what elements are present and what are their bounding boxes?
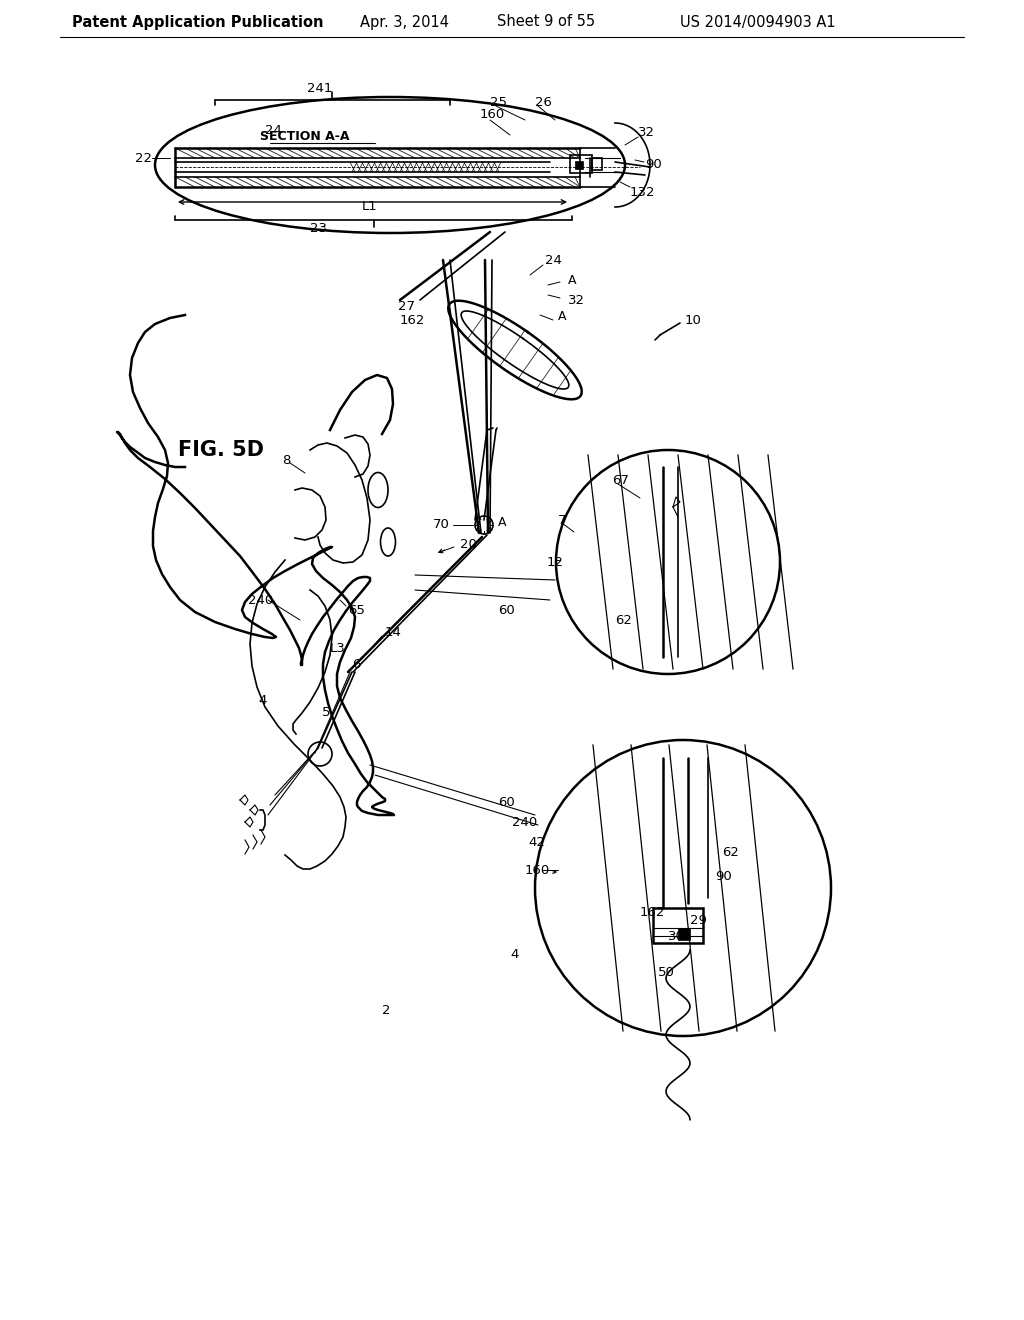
Bar (592, 158, 602, 170)
Text: 24: 24 (545, 253, 562, 267)
Text: 14: 14 (385, 626, 401, 639)
Text: 20: 20 (460, 539, 477, 552)
Text: 240: 240 (248, 594, 273, 606)
Text: SECTION A-A: SECTION A-A (260, 131, 350, 144)
Text: 50: 50 (658, 965, 675, 978)
Text: 26: 26 (535, 95, 552, 108)
Text: 62: 62 (722, 846, 739, 858)
Text: 22: 22 (135, 152, 152, 165)
Text: Patent Application Publication: Patent Application Publication (72, 15, 324, 29)
Text: 10: 10 (685, 314, 701, 326)
Text: 24: 24 (265, 124, 282, 136)
Text: 160: 160 (525, 863, 550, 876)
Text: 25: 25 (490, 95, 507, 108)
Text: 23: 23 (310, 222, 327, 235)
Text: 4: 4 (510, 949, 518, 961)
Text: L3: L3 (330, 642, 346, 655)
Text: 2: 2 (382, 1003, 390, 1016)
Text: Apr. 3, 2014: Apr. 3, 2014 (360, 15, 449, 29)
Text: 162: 162 (640, 906, 666, 919)
Text: 6: 6 (352, 659, 360, 672)
Text: 90: 90 (645, 158, 662, 172)
Text: 27: 27 (398, 301, 415, 314)
Text: 240: 240 (512, 816, 538, 829)
Bar (570, 154, 592, 173)
Bar (678, 928, 690, 940)
Text: 132: 132 (630, 186, 655, 198)
Text: 32: 32 (568, 293, 585, 306)
Text: A: A (558, 310, 566, 323)
Text: 162: 162 (400, 314, 425, 327)
Text: FIG. 5D: FIG. 5D (178, 440, 264, 459)
Text: 60: 60 (498, 603, 515, 616)
Text: 65: 65 (348, 603, 365, 616)
Text: 42: 42 (528, 836, 545, 849)
Text: 241: 241 (307, 82, 333, 95)
Text: 160: 160 (480, 108, 505, 121)
Text: 5: 5 (322, 706, 331, 719)
Text: US 2014/0094903 A1: US 2014/0094903 A1 (680, 15, 836, 29)
Text: 70: 70 (433, 519, 450, 532)
Bar (575, 161, 583, 169)
Text: 8: 8 (282, 454, 291, 466)
Text: 32: 32 (638, 125, 655, 139)
Text: 29: 29 (690, 913, 707, 927)
Bar (653, 908, 703, 942)
Text: 60: 60 (498, 796, 515, 808)
Text: A: A (568, 273, 577, 286)
Text: 30: 30 (668, 931, 685, 944)
Text: 7: 7 (558, 513, 566, 527)
Text: 4: 4 (258, 693, 266, 706)
Text: Sheet 9 of 55: Sheet 9 of 55 (497, 15, 595, 29)
Text: 62: 62 (615, 614, 632, 627)
Text: L1: L1 (362, 201, 378, 214)
Text: 12: 12 (547, 556, 564, 569)
Text: A: A (498, 516, 507, 528)
Text: 67: 67 (612, 474, 629, 487)
Text: 90: 90 (715, 870, 732, 883)
